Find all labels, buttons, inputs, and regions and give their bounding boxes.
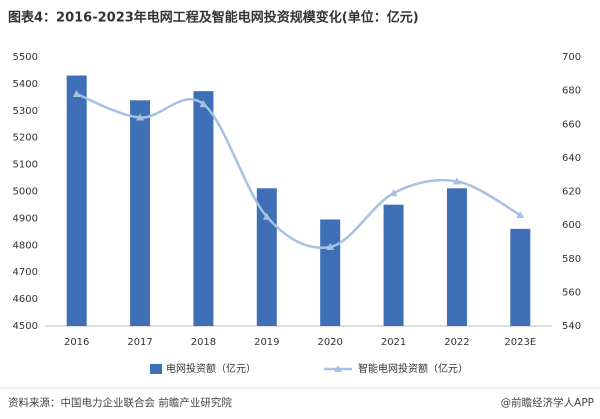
bar (193, 91, 214, 327)
legend-label: 电网投资额（亿元） (166, 362, 256, 375)
line-marker (516, 211, 525, 219)
line-marker (262, 212, 271, 220)
legend-swatch (334, 365, 342, 372)
line (76, 92, 521, 250)
y2-tick-label: 600 (562, 220, 581, 231)
line-marker (452, 177, 461, 185)
y-tick-label: 4900 (13, 213, 38, 224)
x-tick-label: 2017 (127, 337, 152, 348)
x-tick-label: 2019 (254, 337, 279, 348)
source: 资料来源：中国电力企业联合会 前瞻产业研究院 (8, 396, 232, 409)
y-tick-label: 5200 (13, 133, 38, 144)
y-tick-label: 5500 (13, 52, 38, 63)
y2-tick-label: 640 (562, 153, 581, 164)
y2-tick-label: 580 (562, 254, 581, 265)
legend-swatch (150, 364, 162, 374)
y-tick-label: 5400 (13, 79, 38, 90)
bar (446, 188, 467, 326)
x-tick-label: 2020 (317, 337, 342, 348)
x-tick-label: 2016 (64, 337, 89, 348)
y-tick-label: 5300 (13, 106, 38, 117)
y-tick-label: 5100 (13, 160, 38, 171)
bar (130, 100, 151, 327)
line-marker (136, 113, 145, 121)
y2-tick-label: 700 (562, 52, 581, 63)
x-tick-label: 2021 (381, 337, 406, 348)
x-tick-label: 2023E (504, 337, 536, 348)
chart-title: 图表4：2016-2023年电网工程及智能电网投资规模变化(单位：亿元) (8, 10, 419, 26)
y2-tick-label: 540 (562, 321, 581, 332)
bar (510, 228, 531, 326)
bar (66, 75, 87, 326)
y-tick-label: 4600 (13, 294, 38, 305)
y-tick-label: 4800 (13, 240, 38, 251)
y-tick-label: 5000 (13, 187, 38, 198)
line-marker (199, 100, 208, 108)
line-marker (389, 189, 398, 197)
bar (383, 204, 404, 326)
line-marker (72, 89, 81, 97)
y-tick-label: 4700 (13, 267, 38, 278)
y2-tick-label: 620 (562, 187, 581, 198)
line-marker (326, 242, 335, 250)
legend-label: 智能电网投资额（亿元） (358, 362, 468, 375)
bar (320, 219, 341, 326)
y2-tick-label: 560 (562, 287, 581, 298)
y-tick-label: 4500 (13, 321, 38, 332)
x-tick-label: 2018 (191, 337, 216, 348)
y2-tick-label: 660 (562, 119, 581, 130)
x-tick-label: 2022 (444, 337, 469, 348)
y2-tick-label: 680 (562, 86, 581, 97)
brand: @前瞻经济学人APP (501, 396, 594, 409)
